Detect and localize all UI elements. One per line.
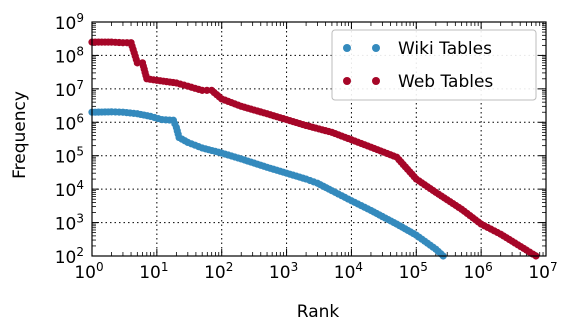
x-tick-label: 105 [399,260,428,283]
series-web-tables [88,38,540,260]
y-tick-label: 109 [55,11,84,34]
legend-box [331,29,537,101]
major-ticks [91,21,547,257]
x-tick-label: 106 [464,260,493,283]
y-tick-label: 102 [55,245,84,268]
legend-marker-web-2 [372,77,380,85]
legend-marker-wiki-2 [372,44,380,52]
x-tick-label: 101 [139,260,168,283]
y-tick-label: 108 [55,44,84,67]
series-wiki-tables [88,108,447,260]
y-tick-label: 106 [55,111,84,134]
legend: Wiki Tables Web Tables [331,29,537,101]
data-point [133,59,141,67]
series-layer [88,38,540,260]
x-axis-label: Rank [297,302,340,322]
legend-marker-web-1 [343,77,351,85]
legend-marker-wiki-1 [343,44,351,52]
y-tick-label: 104 [55,178,84,201]
y-tick-label: 103 [55,212,84,235]
x-tick-label: 104 [334,260,363,283]
y-tick-label: 105 [55,145,84,168]
minor-ticks [92,22,546,256]
x-tick-label: 103 [269,260,298,283]
y-tick-label: 107 [55,78,84,101]
plot-frame [91,21,547,257]
y-tick-labels: 102 103 104 105 106 107 108 109 [55,11,84,268]
x-tick-label: 107 [528,260,557,283]
x-tick-label: 100 [74,260,103,283]
x-tick-label: 102 [204,260,233,283]
legend-label-web: Web Tables [398,72,493,92]
y-axis-label: Frequency [10,91,30,179]
legend-label-wiki: Wiki Tables [398,39,492,59]
x-tick-labels: 100 101 102 103 104 105 106 107 [74,260,557,283]
